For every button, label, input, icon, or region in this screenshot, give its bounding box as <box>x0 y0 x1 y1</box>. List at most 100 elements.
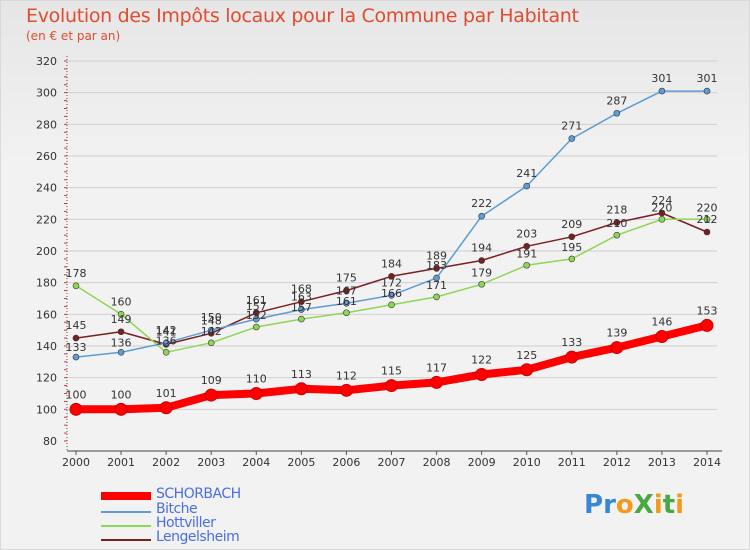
x-tick-label-2007: 2007 <box>378 456 406 469</box>
data-point-lengelsheim <box>523 242 531 250</box>
data-label-schorbach: 117 <box>426 361 447 374</box>
y-tick-label-260: 260 <box>36 150 57 163</box>
legend-swatch-schorbach <box>101 492 151 500</box>
data-label-hottviller: 152 <box>246 309 267 322</box>
data-point-schorbach <box>294 382 308 396</box>
data-point-bitche <box>343 299 350 307</box>
x-tick-label-2008: 2008 <box>423 456 451 469</box>
data-label-lengelsheim: 209 <box>561 218 582 231</box>
data-point-hottviller <box>72 282 80 290</box>
data-label-lengelsheim: 168 <box>291 283 312 296</box>
grid-lines <box>67 60 717 410</box>
data-label-lengelsheim: 184 <box>381 257 402 270</box>
data-point-schorbach <box>430 375 444 389</box>
data-point-schorbach <box>700 318 714 332</box>
data-point-lengelsheim <box>568 233 576 241</box>
data-point-schorbach <box>114 402 128 416</box>
data-label-lengelsheim: 194 <box>471 242 492 255</box>
data-label-bitche: 136 <box>111 336 132 349</box>
data-label-schorbach: 125 <box>516 349 537 362</box>
data-label-schorbach: 109 <box>201 374 222 387</box>
data-point-hottviller <box>117 311 125 318</box>
data-label-schorbach: 100 <box>111 388 132 401</box>
data-label-schorbach: 101 <box>156 387 177 400</box>
data-label-schorbach: 112 <box>336 369 357 382</box>
data-point-hottviller <box>343 309 350 317</box>
data-point-lengelsheim <box>343 287 350 294</box>
data-point-hottviller <box>207 339 215 347</box>
y-tick-label-140: 140 <box>36 340 57 353</box>
legend-swatch-hottviller <box>101 525 151 527</box>
data-point-lengelsheim <box>613 219 621 226</box>
data-label-hottviller: 220 <box>697 201 718 214</box>
y-tick-label-300: 300 <box>36 87 57 100</box>
data-point-lengelsheim <box>433 265 440 272</box>
data-point-lengelsheim <box>117 328 125 336</box>
data-label-hottviller: 179 <box>471 266 492 279</box>
data-label-schorbach: 133 <box>561 336 582 349</box>
data-label-lengelsheim: 224 <box>651 194 672 207</box>
x-tick-label-2005: 2005 <box>287 456 315 469</box>
data-label-hottviller: 142 <box>201 325 222 338</box>
data-label-bitche: 167 <box>336 284 357 297</box>
x-tick-label-2010: 2010 <box>513 456 541 469</box>
data-point-bitche <box>658 87 666 95</box>
data-labels: 145 1491411481611681751841891942032092182… <box>66 72 718 401</box>
logo-letter: i <box>675 490 685 520</box>
y-tick-label-100: 100 <box>36 403 57 416</box>
data-label-bitche: 241 <box>516 167 537 180</box>
x-tick-label-2014: 2014 <box>693 456 721 469</box>
logo-letter: t <box>662 490 676 520</box>
data-label-schorbach: 153 <box>697 304 718 317</box>
data-label-hottviller: 157 <box>291 301 312 314</box>
y-tick-label-320: 320 <box>36 55 57 68</box>
data-point-lengelsheim <box>388 273 395 280</box>
data-point-bitche <box>613 109 621 117</box>
data-point-bitche <box>433 274 440 282</box>
data-label-hottviller: 136 <box>156 334 177 347</box>
data-point-schorbach <box>339 383 353 397</box>
data-label-bitche: 183 <box>426 259 447 272</box>
legend-swatch-lengelsheim <box>101 539 151 541</box>
x-tick-label-2009: 2009 <box>468 456 496 469</box>
data-label-bitche: 222 <box>471 197 492 210</box>
x-tick-label-2011: 2011 <box>558 456 586 469</box>
logo-letter: r <box>603 490 616 520</box>
data-point-lengelsheim <box>72 334 80 342</box>
data-point-hottviller <box>523 261 531 269</box>
data-label-schorbach: 139 <box>606 327 627 340</box>
proxiti-logo: ProXiti <box>584 490 684 520</box>
data-point-lengelsheim <box>658 209 666 217</box>
data-point-hottviller <box>162 349 170 356</box>
data-point-schorbach <box>385 379 398 393</box>
data-point-hottviller <box>433 293 440 301</box>
logo-letter: o <box>615 490 634 520</box>
axes: 80 100 120 140 160 180 200 220 240 260 280 300 320 20… <box>36 55 722 469</box>
data-point-bitche <box>703 87 711 95</box>
y-tick-label-280: 280 <box>36 118 57 131</box>
data-point-hottviller <box>478 280 485 288</box>
data-label-bitche: 301 <box>697 72 718 85</box>
data-point-hottviller <box>388 301 395 309</box>
data-label-schorbach: 115 <box>381 365 402 378</box>
data-point-lengelsheim <box>703 228 711 236</box>
legend-swatch-bitche <box>101 511 151 513</box>
data-label-hottviller: 191 <box>516 247 537 260</box>
data-label-lengelsheim: 148 <box>201 314 222 327</box>
data-point-hottviller <box>703 216 711 223</box>
data-point-bitche <box>207 326 215 334</box>
logo-letter: X <box>633 490 654 520</box>
data-label-schorbach: 146 <box>651 316 672 329</box>
logo-letter: P <box>584 490 604 520</box>
data-label-schorbach: 110 <box>246 373 267 386</box>
data-label-lengelsheim: 149 <box>111 313 132 326</box>
data-point-bitche <box>162 339 170 347</box>
x-tick-label-2012: 2012 <box>603 456 631 469</box>
y-tick-label-160: 160 <box>36 308 57 321</box>
chart-title: Evolution des Impôts locaux pour la Comm… <box>26 5 579 27</box>
data-label-lengelsheim: 218 <box>606 204 627 217</box>
y-tick-label-120: 120 <box>36 372 57 385</box>
data-label-lengelsheim: 161 <box>246 294 267 307</box>
